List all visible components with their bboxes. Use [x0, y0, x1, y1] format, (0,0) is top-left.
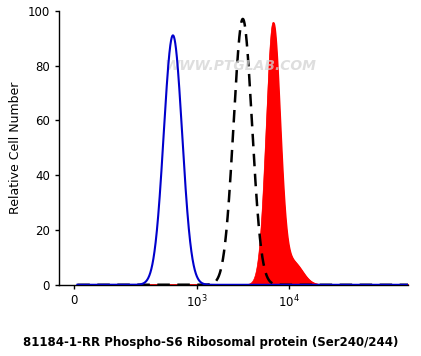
Text: 81184-1-RR Phospho-S6 Ribosomal protein (Ser240/244): 81184-1-RR Phospho-S6 Ribosomal protein … [23, 336, 398, 349]
Text: WWW.PTGLAB.COM: WWW.PTGLAB.COM [165, 58, 317, 73]
Y-axis label: Relative Cell Number: Relative Cell Number [9, 82, 22, 214]
